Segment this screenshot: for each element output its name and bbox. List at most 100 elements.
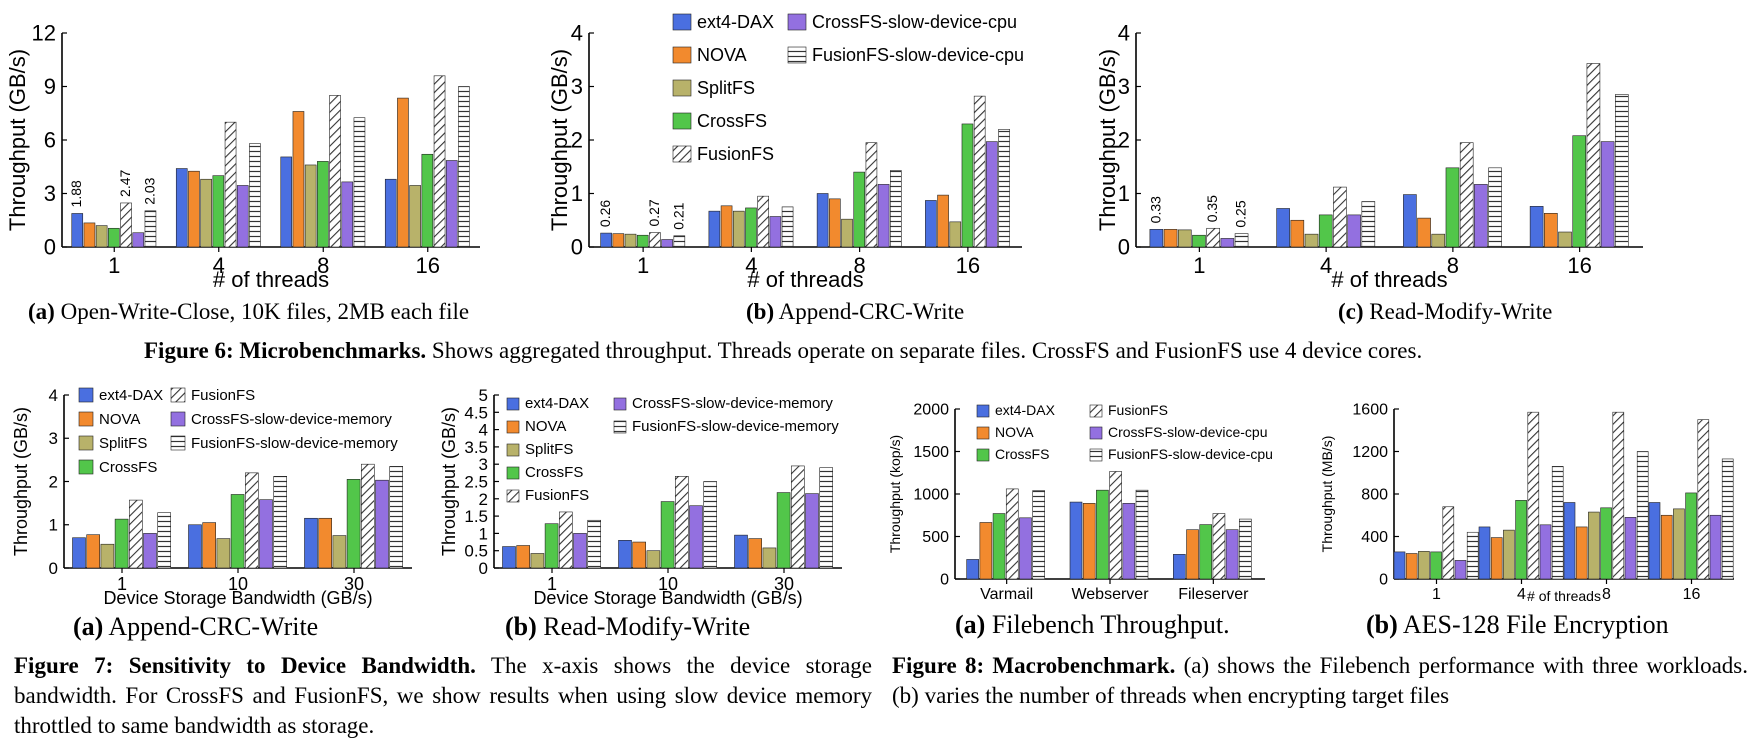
bar-ext4-dax bbox=[1149, 229, 1164, 248]
legend-label: FusionFS-slow-device-memory bbox=[632, 418, 839, 435]
bar-splitfs bbox=[1304, 233, 1319, 248]
bar-nova bbox=[86, 534, 100, 569]
x-tick-label: 16 bbox=[956, 253, 980, 278]
bar-fusionfs bbox=[1527, 411, 1540, 580]
bar-nova bbox=[1163, 229, 1178, 248]
figure7-caption: Figure 7: Sensitivity to Device Bandwidt… bbox=[14, 651, 872, 741]
y-tick-label: 1 bbox=[571, 181, 583, 206]
bar-crossfs bbox=[230, 494, 245, 569]
bar-ext4-dax bbox=[384, 178, 397, 248]
x-tick-label: 1 bbox=[1193, 253, 1205, 278]
subcaption-letter: (a) bbox=[73, 612, 104, 641]
x-tick-label: 8 bbox=[317, 253, 329, 278]
subcaption-text: AES-128 File Encryption bbox=[1402, 610, 1669, 639]
y-tick-label: 3 bbox=[479, 455, 488, 474]
bar-crossfs bbox=[1515, 500, 1527, 580]
bar-crossfs bbox=[745, 207, 757, 248]
legend-swatch bbox=[1089, 448, 1103, 462]
bar-ext4-dax bbox=[734, 534, 748, 569]
subcaption-text: Append-CRC-Write bbox=[778, 299, 965, 324]
bar-fusionfs-slow-device-memory bbox=[273, 476, 288, 569]
bar-fusionfs-slow-device-cpu bbox=[890, 170, 902, 248]
legend-label: FusionFS-slow-device-cpu bbox=[812, 45, 1024, 65]
legend: ext4-DAX NOVA SplitFS CrossFS FusionFS CrossF… bbox=[78, 387, 398, 476]
chart-f8b: 0 400 800 1200 1600 Throughput (MB/s) 1 4 8 16 # o… bbox=[1319, 402, 1734, 604]
x-tick-label: Varmail bbox=[980, 586, 1033, 603]
bar-fusionfs bbox=[360, 463, 375, 569]
legend-label: NOVA bbox=[525, 418, 566, 435]
y-tick-label: 500 bbox=[922, 529, 949, 546]
data-label: 2.47 bbox=[117, 169, 133, 196]
legend-swatch bbox=[976, 404, 990, 418]
bar-crossfs bbox=[544, 523, 559, 569]
bar-fusionfs bbox=[1005, 488, 1019, 580]
bar-fusionfs-slow-device-cpu bbox=[144, 210, 157, 248]
bar-fusionfs-slow-device-memory bbox=[819, 467, 834, 569]
y-tick-label: 9 bbox=[44, 74, 56, 99]
x-tick-label: 30 bbox=[774, 574, 794, 594]
bar-crossfs bbox=[853, 171, 866, 248]
bar-ext4-dax bbox=[708, 210, 721, 248]
legend-swatch bbox=[506, 420, 520, 434]
bar-nova bbox=[612, 233, 625, 248]
legend-label: FusionFS bbox=[525, 487, 589, 504]
legend-swatch bbox=[78, 459, 94, 475]
bar-fusionfs-slow-device-cpu bbox=[1466, 531, 1479, 580]
legend-label: FusionFS-slow-device-memory bbox=[191, 435, 398, 452]
bar-crossfs-slow-device-cpu bbox=[236, 185, 249, 248]
bar-ext4-dax bbox=[502, 546, 516, 569]
x-tick-label: 4 bbox=[1517, 586, 1526, 603]
bar-crossfs-slow-device-cpu bbox=[661, 239, 673, 248]
bar-crossfs bbox=[108, 227, 120, 248]
bar-fusionfs-slow-device-cpu bbox=[1361, 201, 1376, 248]
bar-fusionfs bbox=[973, 95, 986, 248]
subcaption-f8b: (b) AES-128 File Encryption bbox=[1366, 610, 1669, 640]
y-tick-label: 2 bbox=[479, 490, 488, 509]
y-tick-label: 1200 bbox=[1352, 444, 1388, 461]
bar-fusionfs bbox=[1333, 186, 1347, 248]
y-tick-label: 0 bbox=[49, 559, 58, 578]
bar-splitfs bbox=[624, 233, 637, 248]
legend-swatch bbox=[506, 489, 520, 503]
bar-crossfs bbox=[992, 513, 1006, 580]
bar-fusionfs-slow-device-cpu bbox=[1135, 489, 1149, 580]
bar-crossfs-slow-device-memory bbox=[143, 533, 157, 569]
x-tick-label: 8 bbox=[854, 253, 866, 278]
bar-nova bbox=[292, 111, 305, 248]
bar-nova bbox=[1082, 503, 1096, 580]
bar-nova bbox=[516, 545, 531, 569]
legend-swatch bbox=[672, 145, 692, 163]
y-tick-label: 1000 bbox=[913, 487, 949, 504]
y-tick-label: 1.5 bbox=[464, 507, 488, 526]
bar-crossfs-slow-device-cpu bbox=[1347, 214, 1361, 248]
x-tick-label: 8 bbox=[1602, 586, 1611, 603]
bar-crossfs bbox=[1445, 167, 1460, 248]
bar-crossfs bbox=[636, 234, 649, 248]
bar-splitfs bbox=[646, 550, 661, 569]
x-axis-label: # of threads bbox=[213, 267, 329, 292]
legend-label: CrossFS-slow-device-memory bbox=[191, 411, 392, 428]
bar-fusionfs-slow-device-cpu bbox=[1239, 518, 1252, 580]
legend: ext4-DAX NOVA SplitFS CrossFS FusionFS CrossF… bbox=[672, 12, 1024, 164]
bar-crossfs bbox=[1572, 135, 1587, 248]
bar-nova bbox=[1290, 219, 1305, 248]
data-label: 0.33 bbox=[1147, 196, 1163, 223]
y-tick-label: 0 bbox=[1379, 572, 1388, 589]
figure7-caption-bold: Figure 7: Sensitivity to Device Bandwidt… bbox=[14, 653, 476, 678]
bar-fusionfs-slow-device-cpu bbox=[249, 143, 261, 248]
y-axis-label: Throughput (GB/s) bbox=[439, 407, 459, 556]
bar-ext4-dax bbox=[1173, 554, 1186, 580]
legend-swatch bbox=[613, 420, 627, 434]
subcaption-text: Append-CRC-Write bbox=[108, 612, 319, 641]
legend-label: NOVA bbox=[697, 45, 747, 65]
x-axis-label: Device Storage Bandwidth (GB/s) bbox=[533, 588, 802, 608]
subcaption-f7a: (a) Append-CRC-Write bbox=[73, 612, 318, 642]
bar-fusionfs-slow-device-memory bbox=[587, 519, 602, 569]
bar-ext4-dax bbox=[188, 524, 202, 569]
x-tick-label: 4 bbox=[1320, 253, 1332, 278]
subcaption-f7b: (b) Read-Modify-Write bbox=[505, 612, 750, 642]
bar-crossfs bbox=[1430, 551, 1442, 580]
bar-splitfs bbox=[530, 553, 545, 569]
bar-ext4-dax bbox=[1529, 206, 1544, 248]
